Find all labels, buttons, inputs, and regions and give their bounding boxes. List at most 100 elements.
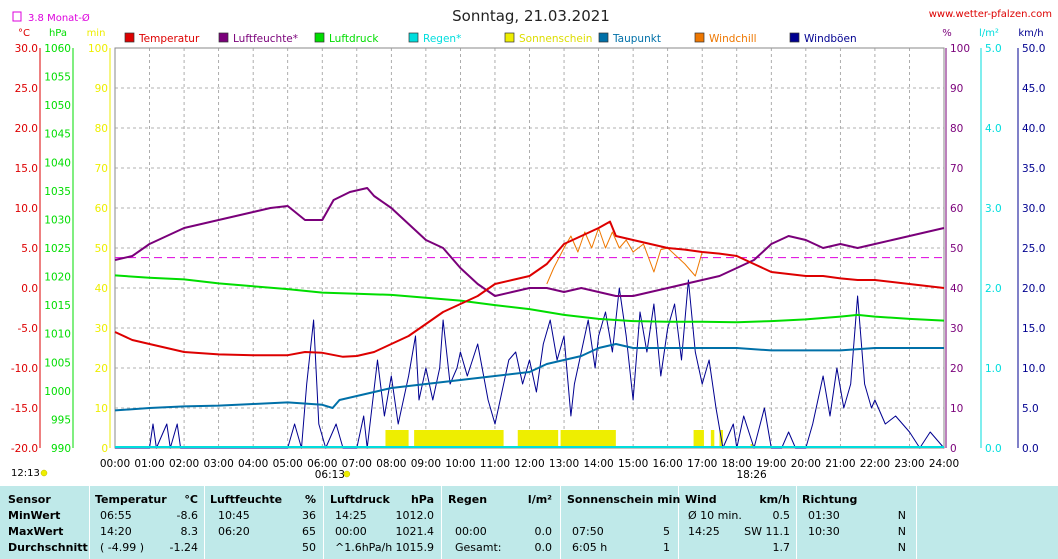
cell-temperature-time: ( -4.99 ) (100, 541, 145, 554)
axis-tick-rain: 5.0 (985, 43, 1002, 55)
legend-label: Taupunkt (612, 33, 661, 45)
axis-tick-temperature: 5.0 (21, 243, 38, 255)
axis-tick-temperature: 20.0 (15, 123, 38, 135)
x-tick-label: 15:00 (618, 458, 648, 470)
header-direction: Richtung (802, 493, 858, 506)
cell-rain-time: Gesamt: (455, 541, 502, 554)
x-tick-label: 00:00 (100, 458, 130, 470)
legend-swatch (124, 32, 135, 43)
axis-tick-temperature: 25.0 (15, 83, 38, 95)
series-line-luftdruck (114, 274, 945, 324)
legend-swatch (694, 32, 705, 43)
axis-tick-humidity: 50 (950, 243, 963, 255)
axis-tick-temperature: 10.0 (15, 203, 38, 215)
legend-label: Sonnenschein (519, 33, 592, 45)
cell-direction-value: N (897, 509, 906, 522)
header-temperature: Temperatur (95, 493, 167, 506)
axis-tick-temperature: 30.0 (15, 43, 38, 55)
x-tick-label: 12:00 (514, 458, 544, 470)
header-wind: Wind (685, 493, 717, 506)
axis-tick-sunshine: 10 (95, 403, 108, 415)
sunshine-bar (710, 430, 715, 448)
axis-tick-pressure: 1010 (44, 329, 71, 341)
x-tick-label: 21:00 (825, 458, 855, 470)
cell-temperature-time: 14:20 (100, 525, 132, 538)
cell-pressure-value: 1021.4 (395, 525, 435, 538)
axis-tick-pressure: 1040 (44, 157, 71, 169)
axis-tick-temperature: -20.0 (11, 443, 38, 455)
axis-tick-wind: 0.0 (1022, 443, 1039, 455)
header-sunshine: Sonnenschein min (567, 493, 681, 506)
cell-sunshine-time: 6:05 h (572, 541, 608, 554)
x-tick-label: 19:00 (756, 458, 786, 470)
axis-tick-wind: 15.0 (1022, 323, 1045, 335)
chart-legend: Temperatur Luftfeuchte* Luftdruck Regen* Son… (124, 32, 857, 45)
axis-tick-humidity: 40 (950, 283, 963, 295)
axis-unit-humidity: % (942, 28, 952, 39)
x-tick-label: 17:00 (687, 458, 717, 470)
x-tick-label: 18:00 (722, 458, 752, 470)
sunshine-bar (517, 430, 559, 448)
header-temperature-unit: °C (184, 493, 198, 506)
chart-series (114, 187, 945, 449)
cell-direction-value: N (897, 525, 906, 538)
axis-tick-pressure: 1060 (44, 43, 71, 55)
legend-swatch (504, 32, 515, 43)
axis-tick-pressure: 995 (51, 414, 71, 426)
cell-temperature-value: -1.24 (169, 541, 198, 554)
cell-direction-value: N (897, 541, 906, 554)
axis-tick-sunshine: 70 (95, 163, 108, 175)
axis-tick-temperature: -5.0 (18, 323, 39, 335)
sunrise-label: 06:13 (315, 469, 345, 481)
sunset-label: 18:26 (736, 469, 767, 481)
axis-tick-pressure: 1030 (44, 214, 71, 226)
cell-wind-value: 1.7 (772, 541, 791, 554)
axis-tick-temperature: -15.0 (11, 403, 38, 415)
cell-wind-value: SW 11.1 (744, 525, 790, 538)
cell-pressure-time: 00:00 (335, 525, 367, 538)
x-tick-label: 20:00 (791, 458, 821, 470)
axis-tick-sunshine: 20 (95, 363, 108, 375)
axis-tick-rain: 2.0 (985, 283, 1002, 295)
cell-pressure-value: 1012.0 (395, 509, 435, 522)
axis-tick-sunshine: 40 (95, 283, 108, 295)
axis-tick-wind: 10.0 (1022, 363, 1045, 375)
table-divider (323, 486, 324, 559)
axis-tick-humidity: 60 (950, 203, 963, 215)
axis-tick-pressure: 1050 (44, 100, 71, 112)
header-rain: Regen (448, 493, 488, 506)
axis-tick-pressure: 1025 (44, 243, 71, 255)
x-tick-label: 22:00 (860, 458, 890, 470)
series-line-windchill (546, 227, 720, 285)
axis-tick-pressure: 1000 (44, 386, 71, 398)
sunshine-bar (385, 430, 409, 448)
axis-tick-pressure: 1020 (44, 272, 71, 284)
sunshine-bar (560, 430, 616, 448)
x-tick-label: 02:00 (169, 458, 199, 470)
cell-sunshine-value: 1 (663, 541, 670, 554)
table-divider (441, 486, 442, 559)
axis-tick-humidity: 90 (950, 83, 963, 95)
axis-tick-humidity: 100 (950, 43, 970, 55)
statistics-table: Sensor Temperatur °C Luftfeuchte% Luftdruck h… (0, 486, 1058, 559)
legend-swatch (408, 32, 419, 43)
sun-icon-left (40, 469, 48, 477)
x-tick-label: 10:00 (445, 458, 475, 470)
axis-unit-pressure: hPa (49, 28, 67, 39)
legend-swatch (789, 32, 800, 43)
axis-tick-sunshine: 0 (101, 443, 108, 455)
axis-tick-humidity: 20 (950, 363, 963, 375)
cell-humidity-value: 36 (302, 509, 316, 522)
axis-unit-sunshine: min (87, 28, 106, 39)
month-avg-icon (12, 11, 22, 22)
legend-swatch (314, 32, 325, 43)
cell-rain-value: 0.0 (534, 541, 553, 554)
cell-wind-value: 0.5 (772, 509, 791, 522)
x-tick-label: 14:00 (583, 458, 613, 470)
cell-temperature-value: 8.3 (180, 525, 199, 538)
chart-header: Sonntag, 21.03.2021 www.wetter-pfalzen.c… (11, 7, 1052, 479)
x-tick-label: 09:00 (411, 458, 441, 470)
x-tick-label: 08:00 (376, 458, 406, 470)
axis-tick-rain: 0.0 (985, 443, 1002, 455)
header-wind-unit: km/h (759, 493, 790, 506)
